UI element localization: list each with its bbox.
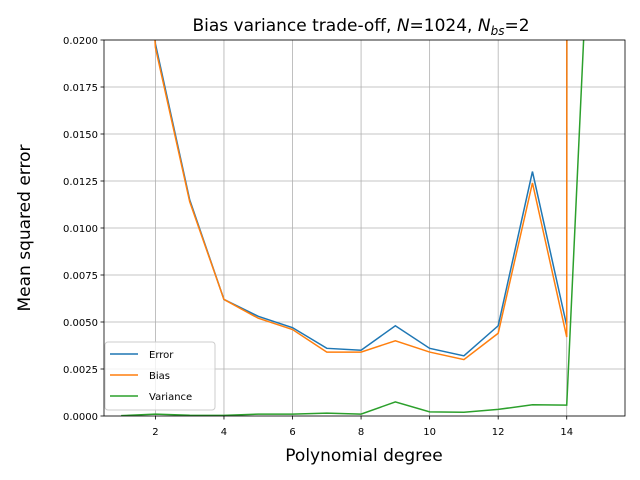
title-part: =1024, xyxy=(410,16,478,36)
legend-label: Bias xyxy=(149,371,170,382)
y-tick-label: 0.0025 xyxy=(63,365,98,376)
y-tick-label: 0.0075 xyxy=(63,271,98,282)
title-part: =2 xyxy=(504,16,529,36)
y-tick-label: 0.0100 xyxy=(63,224,98,235)
title-part: N xyxy=(397,16,410,36)
x-tick-label: 8 xyxy=(358,427,364,438)
series-line xyxy=(121,40,585,416)
y-tick-label: 0.0050 xyxy=(63,318,98,329)
y-tick-label: 0.0200 xyxy=(63,36,98,47)
plot-area xyxy=(121,40,585,416)
x-tick-label: 4 xyxy=(221,427,227,438)
title-part: Bias variance trade-off, xyxy=(192,16,396,36)
x-tick-label: 10 xyxy=(423,427,436,438)
y-axis-label: Mean squared error xyxy=(15,145,35,312)
chart-title: Bias variance trade-off, N=1024, Nbs=2 xyxy=(192,16,529,38)
grid xyxy=(104,39,625,417)
y-tick-label: 0.0125 xyxy=(63,177,98,188)
title-part: N xyxy=(478,16,491,36)
x-tick-label: 14 xyxy=(560,427,573,438)
y-tick-label: 0.0150 xyxy=(63,130,98,141)
y-tick-label: 0.0000 xyxy=(63,412,98,423)
x-axis-label: Polynomial degree xyxy=(285,446,442,466)
ticks: 2 4 6 8 10 12 14 0.0000 0.0025 0.0050 0.0075 0.0100… xyxy=(63,36,573,438)
legend-box xyxy=(104,341,216,411)
legend-label: Variance xyxy=(149,392,192,403)
legend: Error Bias Variance xyxy=(104,341,216,411)
x-tick-label: 12 xyxy=(492,427,505,438)
legend-label: Error xyxy=(149,350,174,361)
title-part: bs xyxy=(491,24,505,38)
x-tick-label: 6 xyxy=(289,427,295,438)
series-line xyxy=(154,40,568,361)
y-tick-label: 0.0175 xyxy=(63,83,98,94)
x-tick-label: 2 xyxy=(152,427,158,438)
